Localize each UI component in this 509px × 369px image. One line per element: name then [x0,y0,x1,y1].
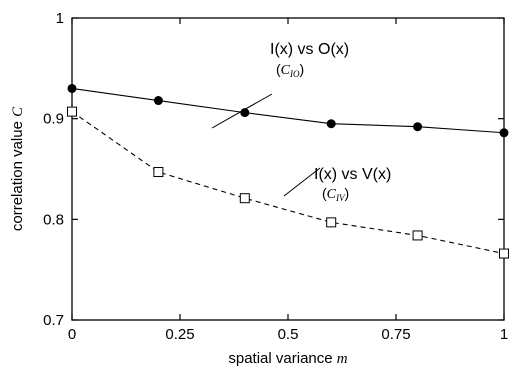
annotation-label-series-0: I(x) vs O(x) [270,41,349,58]
series-1-point-3 [326,217,337,228]
series-line-0 [71,87,505,134]
y-tick-label-1: 0.8 [43,211,64,228]
y-axis-label: correlation value C [9,106,26,231]
annotation-leader-series-0 [211,93,273,129]
ticks: 0 0.25 0.5 0.75 1 0.7 0.8 0.9 1 [43,10,508,343]
y-tick-label-0: 0.7 [43,312,64,329]
annotation-leader-series-1 [283,167,321,197]
series-0-point-5 [499,128,509,138]
x-tick-label-3: 0.75 [381,326,410,343]
series-1-point-2 [239,193,250,204]
y-tick-label-3: 1 [56,10,64,27]
series-1-point-5 [499,248,509,259]
annotation-label-series-1: I(x) vs V(x) [314,166,391,183]
x-tick-label-4: 1 [500,326,508,343]
y-tick-label-2: 0.9 [43,111,64,128]
series-1-point-1 [153,167,164,178]
annotation-symbol-series-1: (CIV) [322,185,349,203]
series-lines [71,87,505,255]
series-1-point-4 [412,230,423,241]
series-0-point-0 [67,83,77,93]
annotation-series-0: I(x) vs O(x) (CIO) [211,41,349,129]
x-tick-label-1: 0.25 [165,326,194,343]
markers [67,83,509,259]
series-0-point-4 [413,122,423,132]
series-1-point-0 [67,106,77,117]
series-line-1 [71,111,505,255]
x-tick-label-0: 0 [68,326,76,343]
series-0-point-1 [153,96,163,106]
x-tick-label-2: 0.5 [278,326,299,343]
annotation-series-1: I(x) vs V(x) (CIV) [283,166,391,203]
x-axis-label: spatial variance m [228,350,347,367]
annotation-symbol-series-0: (CIO) [276,61,304,79]
series-0-point-3 [326,119,336,129]
